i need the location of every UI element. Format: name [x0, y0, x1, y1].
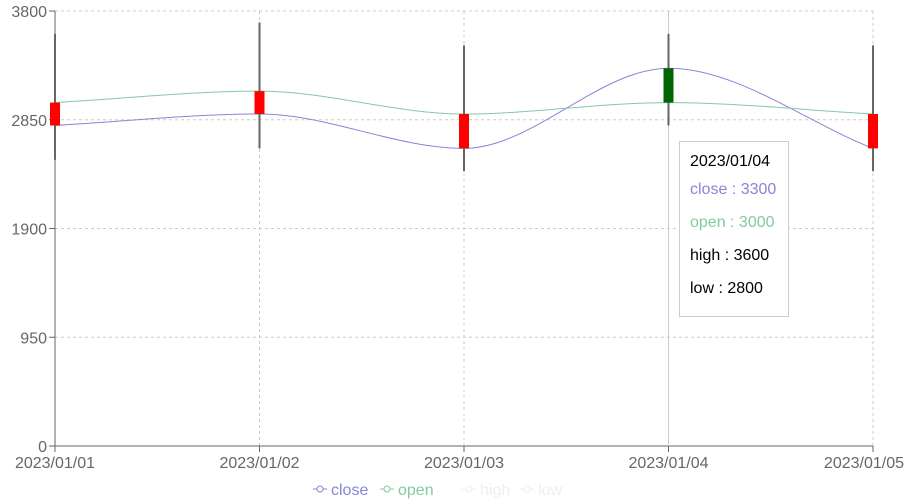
- x-tick-label: 2023/01/04: [628, 455, 708, 472]
- legend-label: low: [538, 482, 562, 499]
- legend-swatch-dot: [523, 485, 531, 493]
- x-tick-label: 2023/01/05: [824, 455, 904, 472]
- x-tick-label: 2023/01/02: [219, 455, 299, 472]
- legend-label: open: [398, 482, 434, 499]
- tooltip: 2023/01/04 close : 3300 open : 3000 high…: [679, 141, 789, 317]
- candle-body: [459, 114, 469, 149]
- candle-body: [50, 102, 60, 126]
- tooltip-close: close : 3300: [690, 181, 777, 198]
- tick-labels: 0 950 1900 2850 3800 2023/01/01 2023/01/02 2023…: [11, 4, 904, 472]
- candle-body: [663, 68, 674, 103]
- legend-item-low: low: [520, 482, 562, 499]
- tooltip-high: high : 3600: [690, 247, 770, 264]
- legend-item-close: close: [313, 482, 368, 499]
- tooltip-title: 2023/01/04: [690, 153, 771, 170]
- tooltip-open: open : 3000: [690, 214, 775, 231]
- candle-body: [868, 114, 878, 149]
- y-tick-label: 1900: [11, 222, 47, 239]
- x-tick-label: 2023/01/03: [424, 455, 504, 472]
- legend-item-high: high: [462, 482, 510, 499]
- tooltip-low: low : 2800: [690, 280, 763, 297]
- y-tick-label: 2850: [11, 113, 47, 130]
- legend-label: close: [331, 482, 368, 499]
- legend-swatch-dot: [383, 485, 391, 493]
- candles: [50, 22, 878, 172]
- candle-body: [254, 91, 265, 115]
- legend-label: high: [480, 482, 510, 499]
- legend-item-open: open: [380, 482, 434, 499]
- x-tick-label: 2023/01/01: [15, 455, 95, 472]
- legend: close open high low: [313, 482, 562, 499]
- y-tick-label: 3800: [11, 4, 47, 21]
- legend-swatch-dot: [465, 485, 473, 493]
- legend-swatch-dot: [316, 485, 324, 493]
- y-tick-label: 0: [38, 439, 47, 456]
- y-tick-label: 950: [20, 330, 47, 347]
